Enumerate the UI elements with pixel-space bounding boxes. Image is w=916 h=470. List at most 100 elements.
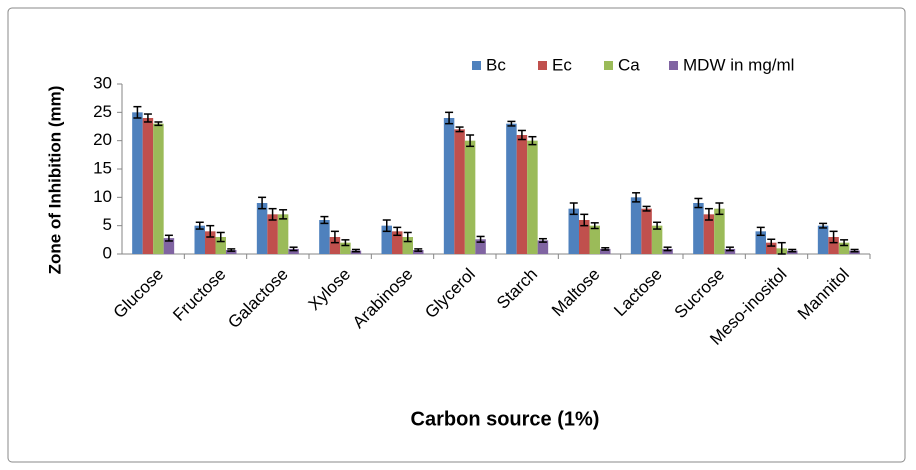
error-bar [227, 248, 236, 252]
bar [381, 225, 392, 254]
bar [589, 225, 600, 254]
y-axis-label: Zone of Inhibition (mm) [45, 86, 64, 275]
bar [724, 248, 736, 254]
x-axis-label: Carbon source (1%) [411, 408, 600, 430]
error-bar [455, 126, 464, 133]
bar [817, 225, 829, 254]
error-bar [279, 209, 288, 220]
bar [516, 135, 528, 254]
error-bar [538, 237, 547, 243]
error-bar [143, 113, 152, 123]
bar [226, 250, 237, 254]
bar [506, 123, 517, 255]
bar [329, 237, 341, 254]
error-bar [642, 205, 651, 212]
error-bar [653, 221, 662, 230]
y-tick-label: 20 [93, 130, 112, 149]
error-bar [715, 202, 724, 216]
bar [153, 123, 164, 255]
bar [443, 118, 455, 254]
y-tick-label: 0 [103, 243, 112, 262]
bar [755, 231, 766, 254]
legend-swatch [669, 61, 678, 70]
error-bar [507, 120, 516, 127]
error-bar [850, 248, 859, 253]
bar [464, 140, 476, 254]
error-bar [829, 230, 838, 244]
legend-label: MDW in mg/ml [683, 55, 794, 74]
error-bar [133, 105, 142, 119]
bar [641, 208, 652, 254]
bar [651, 225, 663, 254]
legend-label: Ec [552, 55, 572, 74]
bar [277, 214, 289, 254]
error-bar [725, 246, 734, 252]
error-bar [777, 241, 786, 255]
error-bar [341, 239, 350, 247]
y-tick-label: 10 [93, 187, 112, 206]
bar [132, 112, 143, 254]
error-bar [590, 222, 599, 230]
error-bar [414, 248, 423, 252]
error-bar [382, 219, 391, 233]
y-tick-label: 15 [93, 158, 112, 177]
error-bar [694, 197, 703, 209]
error-bar [206, 224, 215, 238]
error-bar [840, 239, 849, 247]
bar [215, 237, 226, 254]
bar [600, 248, 611, 254]
error-bar [320, 215, 329, 225]
bar [163, 238, 175, 254]
bar [413, 250, 424, 254]
bar [579, 220, 590, 254]
bar [454, 129, 465, 254]
error-bar [528, 135, 537, 146]
bar [392, 231, 403, 254]
error-bar [393, 226, 402, 237]
bar [319, 220, 330, 254]
error-bar [767, 238, 776, 247]
bar [693, 203, 704, 254]
bar [766, 242, 777, 254]
error-bar [330, 230, 339, 244]
error-bar [756, 226, 765, 237]
error-bar [164, 234, 173, 242]
bar [205, 231, 216, 254]
error-bar [580, 213, 589, 227]
legend-label: Bc [486, 55, 506, 74]
error-bar [195, 221, 204, 230]
legend-swatch [604, 61, 613, 70]
error-bar [351, 248, 360, 253]
bar [527, 140, 538, 254]
error-bar [788, 248, 797, 253]
error-bar [216, 231, 225, 243]
bar [267, 214, 278, 254]
bar [194, 225, 205, 254]
bar [340, 242, 351, 254]
bar [402, 237, 413, 254]
error-bar [466, 134, 475, 148]
legend-swatch [538, 61, 547, 70]
bar [630, 197, 642, 254]
legend-label: Ca [618, 55, 640, 74]
bar [475, 239, 486, 254]
y-tick-label: 30 [93, 73, 112, 92]
error-bar [476, 235, 485, 243]
error-bar [517, 129, 526, 141]
error-bar [289, 246, 298, 252]
bar [256, 203, 268, 254]
error-bar [154, 121, 163, 127]
error-bar [819, 222, 828, 229]
error-bar [663, 246, 672, 252]
bar [714, 208, 725, 254]
y-tick-label: 5 [103, 215, 112, 234]
error-bar [704, 207, 713, 221]
error-bar [403, 231, 412, 243]
bar [703, 214, 715, 254]
error-bar [258, 196, 267, 210]
error-bar [632, 192, 641, 203]
bar [142, 118, 154, 254]
y-tick-label: 25 [93, 102, 112, 121]
legend-swatch [472, 61, 481, 70]
